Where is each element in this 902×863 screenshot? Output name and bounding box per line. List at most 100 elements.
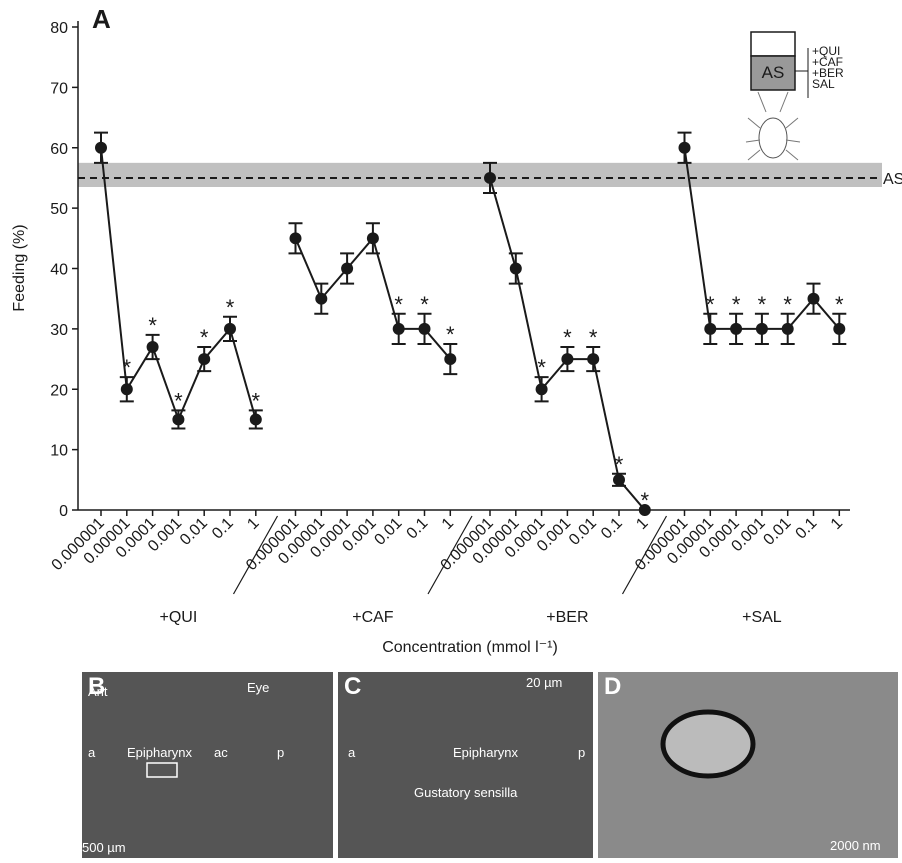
data-point bbox=[198, 353, 211, 366]
data-point bbox=[484, 171, 496, 184]
micrograph bbox=[82, 672, 333, 858]
data-point bbox=[172, 413, 185, 426]
data-point bbox=[249, 413, 262, 426]
x-tick-label: 0.1 bbox=[404, 515, 432, 543]
inset-well bbox=[750, 31, 796, 57]
micrograph bbox=[338, 672, 593, 858]
significance-marker: * bbox=[783, 292, 792, 317]
data-point bbox=[561, 353, 574, 366]
reference-band bbox=[78, 162, 882, 187]
inset-condition: +CAF bbox=[812, 55, 843, 69]
panel-text: 20 µm bbox=[526, 675, 562, 690]
y-tick-label: 50 bbox=[50, 201, 68, 218]
data-point bbox=[833, 322, 846, 335]
panel-text: p bbox=[578, 745, 585, 760]
panel-letter: B bbox=[88, 673, 105, 700]
data-point bbox=[755, 322, 768, 335]
data-point bbox=[224, 322, 236, 335]
group-label: +CAF bbox=[352, 609, 394, 626]
x-tick-label: 1 bbox=[633, 515, 651, 533]
x-tick-label: 0.1 bbox=[598, 515, 626, 543]
significance-marker: * bbox=[589, 325, 598, 350]
data-point bbox=[418, 322, 431, 335]
data-point bbox=[95, 141, 107, 154]
data-point bbox=[678, 141, 691, 154]
group-label: +BER bbox=[546, 609, 588, 626]
panel-letter: A bbox=[92, 4, 111, 34]
data-point bbox=[366, 232, 379, 245]
x-tick-label: 0.1 bbox=[793, 515, 821, 543]
panel-text: a bbox=[348, 745, 356, 760]
inset-solution bbox=[750, 55, 796, 91]
x-tick-label: 0.01 bbox=[177, 515, 211, 549]
group-separator bbox=[232, 515, 279, 595]
data-point bbox=[535, 383, 548, 396]
panel-text: Gustatory sensilla bbox=[414, 785, 518, 800]
data-point bbox=[781, 322, 794, 335]
significance-marker: * bbox=[200, 325, 209, 350]
reference-label: AS bbox=[883, 171, 902, 188]
panel-letter: D bbox=[604, 673, 621, 700]
y-tick-label: 20 bbox=[50, 382, 68, 399]
x-tick-label: 0.01 bbox=[371, 515, 405, 549]
significance-marker: * bbox=[148, 313, 157, 338]
y-tick-label: 80 bbox=[50, 20, 68, 37]
x-tick-label: 0.01 bbox=[566, 515, 600, 549]
micrograph bbox=[598, 672, 898, 858]
significance-marker: * bbox=[123, 355, 132, 380]
significance-marker: * bbox=[706, 292, 715, 317]
panel-text: Epipharynx bbox=[453, 745, 519, 760]
group-label: +SAL bbox=[742, 609, 782, 626]
panel-text: p bbox=[277, 745, 284, 760]
significance-marker: * bbox=[758, 292, 767, 317]
data-point bbox=[341, 262, 354, 275]
significance-marker: * bbox=[537, 355, 546, 380]
data-point bbox=[730, 322, 743, 335]
significance-marker: * bbox=[446, 322, 455, 347]
x-tick-label: 0.1 bbox=[209, 515, 237, 543]
data-point bbox=[146, 340, 159, 353]
panel-text: ac bbox=[214, 745, 228, 760]
y-axis-label: Feeding (%) bbox=[11, 224, 28, 311]
data-point bbox=[315, 292, 328, 305]
significance-marker: * bbox=[420, 292, 429, 317]
significance-marker: * bbox=[226, 295, 235, 320]
y-tick-label: 0 bbox=[59, 503, 68, 520]
significance-marker: * bbox=[835, 292, 844, 317]
significance-marker: * bbox=[394, 292, 403, 317]
y-tick-label: 30 bbox=[50, 322, 68, 339]
panel-letter: C bbox=[344, 673, 361, 700]
data-point bbox=[587, 353, 600, 366]
data-point bbox=[807, 292, 820, 305]
data-point bbox=[638, 504, 651, 516]
inset-condition: SAL bbox=[812, 77, 835, 91]
y-tick-label: 70 bbox=[50, 80, 68, 97]
pore bbox=[660, 709, 756, 779]
inset-legs bbox=[745, 117, 801, 161]
panel-text: Eye bbox=[247, 680, 269, 695]
data-point bbox=[704, 322, 717, 335]
highlight-box bbox=[146, 762, 178, 778]
x-tick-label: 1 bbox=[828, 515, 846, 533]
y-tick-label: 60 bbox=[50, 141, 68, 158]
significance-marker: * bbox=[174, 388, 183, 413]
inset-insect bbox=[758, 117, 788, 159]
y-tick-label: 10 bbox=[50, 443, 68, 460]
data-point bbox=[509, 262, 522, 275]
data-point bbox=[289, 232, 302, 245]
inset-label: AS bbox=[762, 63, 785, 82]
group-label: +QUI bbox=[160, 609, 198, 626]
x-tick-label: 1 bbox=[244, 515, 262, 533]
data-point bbox=[613, 473, 625, 486]
inset-condition: +BER bbox=[812, 66, 844, 80]
y-tick-label: 40 bbox=[50, 262, 68, 279]
group-separator bbox=[621, 515, 668, 595]
significance-marker: * bbox=[615, 452, 624, 477]
inset-condition: +QUI bbox=[812, 44, 840, 58]
x-axis-label: Concentration (mmol l⁻¹) bbox=[382, 639, 558, 656]
group-separator bbox=[427, 515, 473, 595]
inset: AS bbox=[745, 31, 809, 161]
panel-text: 500 µm bbox=[82, 840, 126, 855]
